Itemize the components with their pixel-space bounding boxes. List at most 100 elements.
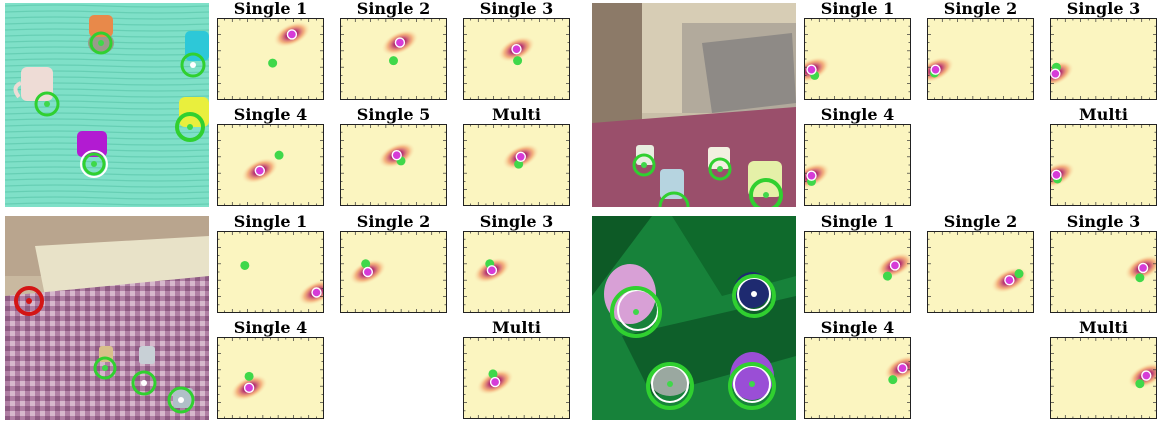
scene-photo-green-cloth	[592, 216, 796, 420]
predicted-marker	[489, 376, 501, 388]
mug-blue	[658, 169, 690, 207]
predicted-marker	[1141, 370, 1152, 381]
heatmap-frame	[804, 124, 911, 206]
heatmap-svg	[463, 124, 570, 206]
ground-truth-marker	[1135, 273, 1145, 283]
ground-truth-marker	[513, 56, 523, 66]
heatmap-panel	[463, 231, 570, 313]
heatmap-frame	[1050, 337, 1157, 419]
heatmap-svg	[340, 124, 447, 206]
panel-label: Multi	[1079, 318, 1128, 337]
mug-yellow	[175, 97, 209, 142]
heatmap-panel	[927, 231, 1034, 313]
predicted-marker	[311, 287, 322, 298]
heatmap-frame	[1050, 124, 1157, 206]
panel-label: Single 3	[479, 0, 554, 18]
heatmap-frame	[804, 337, 911, 419]
predicted-marker	[362, 266, 374, 278]
scene-photo-patterned-floor	[5, 216, 209, 420]
heatmap-panel	[1050, 337, 1157, 419]
heatmap-svg	[340, 231, 447, 313]
heatmap-svg	[927, 231, 1034, 313]
heatmap-svg	[463, 231, 570, 313]
panel-label: Single 5	[356, 105, 431, 124]
heatmap-background	[1050, 18, 1157, 100]
heatmap-panel	[1050, 18, 1157, 100]
heatmap-panel	[217, 124, 324, 206]
heatmap-svg	[804, 18, 911, 100]
mug-small-a	[93, 346, 117, 380]
ground-truth-marker	[389, 56, 398, 66]
ground-truth-marker	[888, 375, 898, 385]
heatmap-svg	[463, 337, 570, 419]
heatmap-panel	[804, 18, 911, 100]
predicted-marker	[1137, 262, 1149, 274]
predicted-marker	[391, 149, 402, 161]
heatmap-panel	[340, 231, 447, 313]
ground-truth-marker	[361, 259, 371, 269]
mug-pink	[604, 264, 662, 338]
heatmap-panel	[804, 124, 911, 206]
heatmap-frame	[217, 18, 324, 100]
heatmap-frame	[927, 18, 1034, 100]
mug-cyan	[180, 31, 209, 78]
heatmap-frame	[804, 231, 911, 313]
predicted-marker	[286, 29, 298, 40]
heatmap-panel	[804, 231, 911, 313]
mug-small-b	[131, 346, 157, 396]
ground-truth-marker	[488, 369, 498, 379]
panel-label: Single 1	[233, 212, 308, 231]
heatmap-frame	[463, 124, 570, 206]
ground-truth-marker	[240, 260, 250, 270]
heatmap-panel	[463, 124, 570, 206]
mug-orange	[88, 15, 114, 55]
heatmap-svg	[1050, 124, 1157, 206]
mug-lime	[748, 161, 783, 207]
panel-label: Single 4	[820, 318, 895, 337]
heatmap-panel	[463, 18, 570, 100]
ground-truth-marker	[1135, 379, 1145, 389]
mug-red-wrong	[14, 286, 44, 316]
heatmap-frame	[463, 337, 570, 419]
panel-label: Single 3	[1066, 212, 1141, 231]
mug-violet	[728, 352, 776, 410]
panel-label: Single 1	[820, 0, 895, 18]
predicted-marker	[806, 170, 817, 181]
predicted-marker	[1051, 169, 1062, 181]
panel-label: Single 2	[356, 212, 431, 231]
scene-photo-bedroom-bed	[592, 3, 796, 207]
heatmap-svg	[927, 18, 1034, 100]
mug-white	[13, 67, 60, 117]
predicted-marker	[1050, 68, 1061, 79]
heatmap-frame	[217, 231, 324, 313]
heatmap-svg	[804, 231, 911, 313]
panel-label: Single 2	[356, 0, 431, 18]
heatmap-panel	[340, 18, 447, 100]
ground-truth-marker	[274, 150, 284, 160]
panel-label: Single 3	[479, 212, 554, 231]
heatmap-background	[463, 337, 570, 419]
mug-purple	[77, 131, 108, 178]
heatmap-svg	[217, 337, 324, 419]
panel-label: Multi	[492, 318, 541, 337]
heatmap-frame	[340, 18, 447, 100]
heatmap-background	[217, 337, 324, 419]
predicted-marker	[486, 265, 498, 276]
heatmap-frame	[217, 124, 324, 206]
axis-ticks	[927, 18, 1034, 100]
heatmap-panel	[217, 337, 324, 419]
predicted-marker	[889, 260, 901, 271]
heatmap-panel	[804, 337, 911, 419]
mug-glass	[646, 362, 694, 410]
panel-label: Single 3	[1066, 0, 1141, 18]
panel-label: Single 1	[233, 0, 308, 18]
heatmap-frame	[1050, 231, 1157, 313]
heatmap-frame	[804, 18, 911, 100]
predicted-marker	[515, 151, 526, 162]
heatmap-frame	[463, 18, 570, 100]
heatmap-panel	[217, 18, 324, 100]
panel-label: Single 4	[233, 318, 308, 337]
scene-photo-turquoise-table	[5, 3, 209, 207]
panel-label: Single 2	[943, 212, 1018, 231]
panel-label: Single 2	[943, 0, 1018, 18]
